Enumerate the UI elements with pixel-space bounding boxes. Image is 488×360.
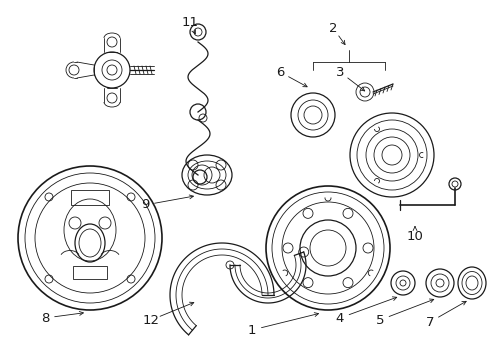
Text: 8: 8	[41, 311, 49, 324]
Bar	[71, 190, 109, 205]
Text: 4: 4	[335, 311, 344, 324]
Text: 12: 12	[142, 314, 159, 327]
Text: 11: 11	[181, 15, 198, 28]
Bar	[73, 266, 107, 279]
Text: 9: 9	[141, 198, 149, 211]
Text: 7: 7	[425, 315, 433, 328]
Text: 3: 3	[335, 66, 344, 78]
Text: 1: 1	[247, 324, 256, 337]
Text: 10: 10	[406, 230, 423, 243]
Text: 5: 5	[375, 314, 384, 327]
Text: 6: 6	[275, 66, 284, 78]
Text: 2: 2	[328, 22, 337, 35]
